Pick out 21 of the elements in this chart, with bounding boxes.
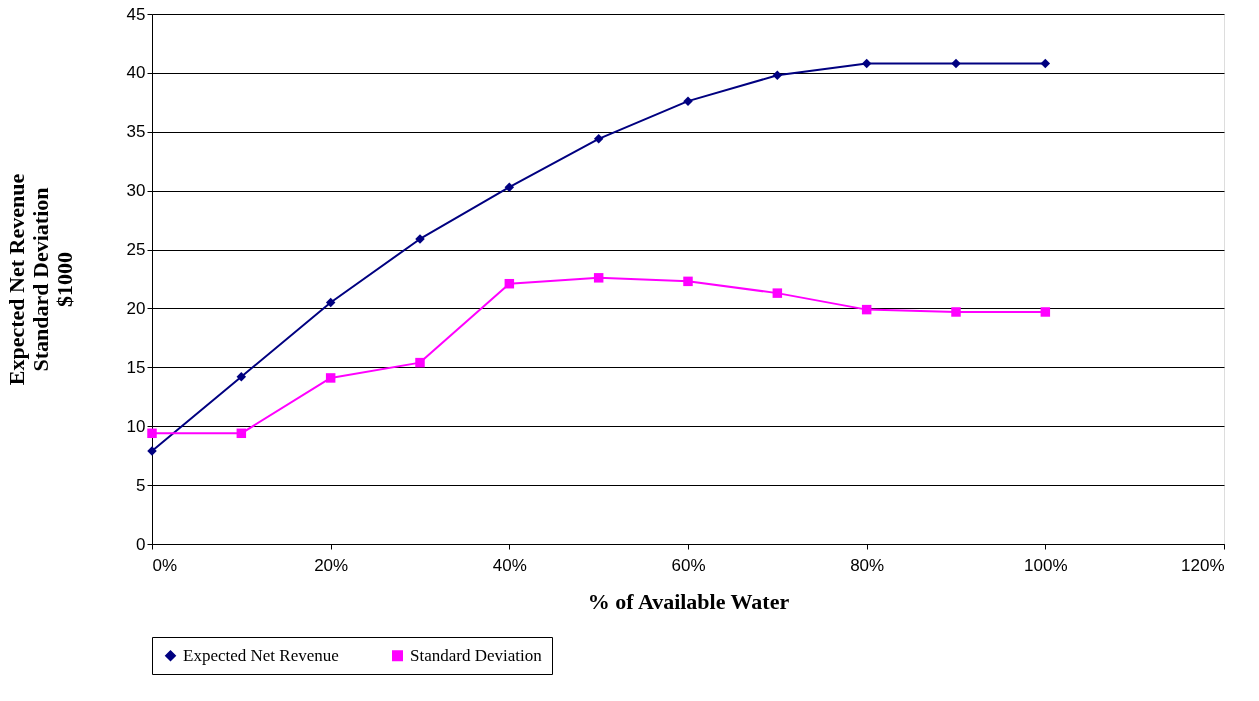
x-tick-label: 120%	[1181, 555, 1225, 575]
y-tick-label: 20	[126, 298, 146, 318]
y-tick-label: 35	[126, 122, 146, 142]
x-tick-label: 20%	[314, 555, 349, 575]
y-tick-label: 45	[126, 4, 146, 24]
legend-label: Standard Deviation	[410, 645, 543, 665]
legend-label: Expected Net Revenue	[183, 645, 339, 665]
x-tick-label: 0%	[152, 555, 178, 575]
y-tick-label: 40	[126, 63, 146, 83]
y-tick-label: 10	[126, 416, 146, 436]
x-tick-label: 80%	[850, 555, 885, 575]
x-tick-label: 100%	[1024, 555, 1068, 575]
y-tick-label: 15	[126, 357, 146, 377]
y-tick-label: 5	[136, 475, 146, 495]
y-tick-label: 0	[136, 534, 146, 554]
x-tick-label: 40%	[492, 555, 527, 575]
y-tick-label: 30	[126, 181, 146, 201]
x-tick-label: 60%	[671, 555, 706, 575]
y-axis-title: Expected Net Revenue Standard Deviation $1000	[3, 173, 77, 386]
y-tick-label: 25	[126, 240, 146, 260]
x-axis-title: % of Available Water	[587, 588, 790, 614]
